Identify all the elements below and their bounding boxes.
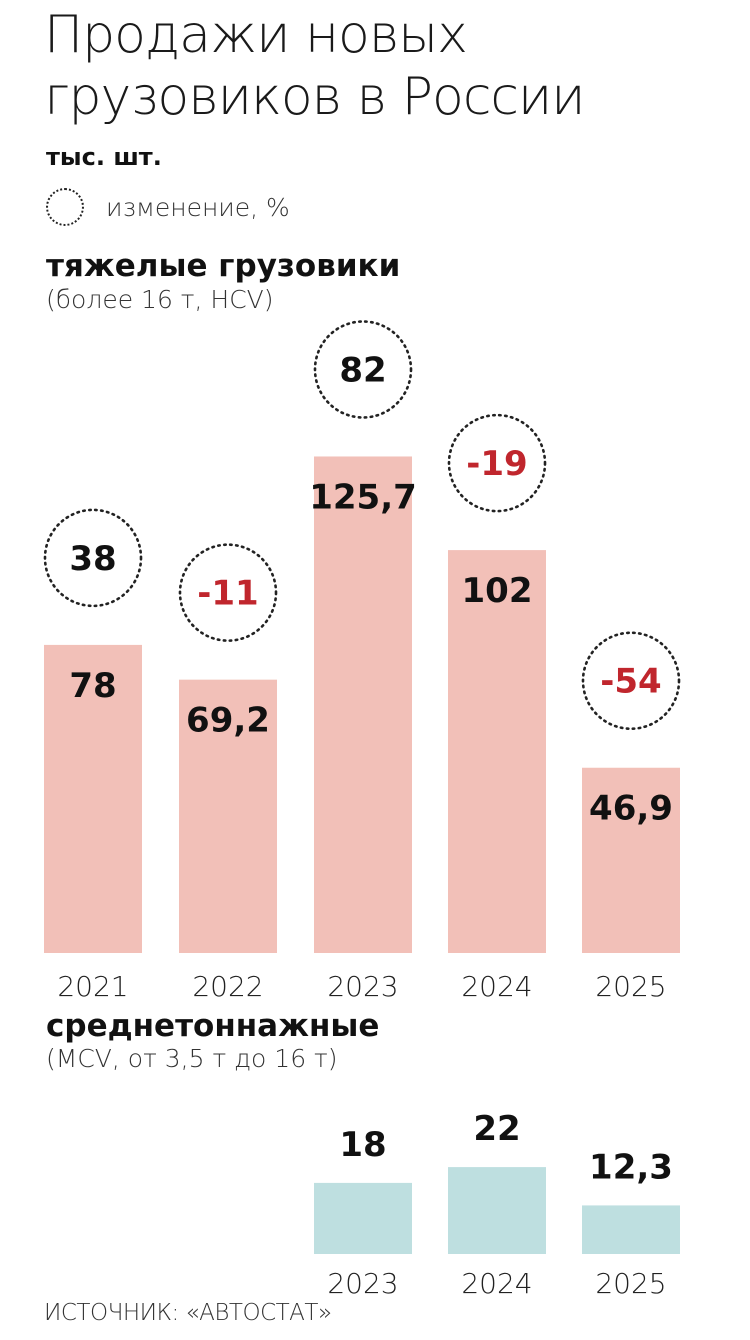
chart-title-line-2: грузовиков в России: [44, 67, 586, 127]
dotted-circle-icon: [46, 188, 84, 226]
hcv-year-label-2024: 2024: [461, 970, 532, 1003]
chart-title: Продажи новых грузовиков в России: [44, 4, 586, 128]
mcv-year-label-2023: 2023: [327, 1267, 398, 1300]
hcv-bar-2023: [314, 456, 412, 953]
mcv-value-label-2024: 22: [473, 1109, 520, 1149]
mcv-section-subtitle: (MCV, от 3,5 т до 16 т): [46, 1044, 338, 1073]
hcv-bar-2022: [179, 679, 277, 953]
mcv-year-label-2024: 2024: [461, 1267, 532, 1300]
mcv-bar-2023: [314, 1182, 412, 1254]
hcv-year-label-2021: 2021: [57, 970, 128, 1003]
change-circle-2025: [581, 631, 681, 731]
hcv-year-label-2023: 2023: [327, 970, 398, 1003]
units-label: тыс. шт.: [46, 143, 162, 171]
hcv-section-subtitle: (более 16 т, HCV): [46, 285, 274, 314]
change-circle-2021: [43, 508, 143, 608]
mcv-value-label-2023: 18: [339, 1125, 386, 1165]
mcv-bar-2025: [582, 1205, 680, 1254]
chart-title-line-1: Продажи новых: [44, 5, 468, 65]
change-circle-2024: [447, 413, 547, 513]
hcv-bar-2024: [448, 550, 546, 953]
source-note: ИСТОЧНИК: «АВТОСТАТ»: [44, 1300, 332, 1326]
mcv-year-label-2025: 2025: [595, 1267, 666, 1300]
hcv-value-label-2024: 102: [462, 571, 533, 611]
hcv-year-label-2022: 2022: [192, 970, 263, 1003]
change-label-2024: -19: [466, 444, 527, 484]
hcv-value-label-2023: 125,7: [309, 477, 417, 517]
change-label-2023: 82: [339, 350, 386, 390]
hcv-bar-2021: [44, 644, 142, 953]
hcv-year-label-2025: 2025: [595, 970, 666, 1003]
change-label-2022: -11: [197, 574, 258, 614]
legend: изменение, %: [46, 188, 290, 226]
change-label-2021: 38: [69, 539, 116, 579]
hcv-value-label-2025: 46,9: [589, 789, 673, 829]
hcv-value-label-2021: 78: [69, 666, 116, 706]
change-circle-2022: [178, 543, 278, 642]
mcv-value-label-2025: 12,3: [589, 1147, 673, 1187]
hcv-section-title: тяжелые грузовики: [46, 248, 401, 284]
hcv-bar-2025: [582, 767, 680, 953]
mcv-section-title: среднетоннажные: [46, 1008, 380, 1044]
hcv-value-label-2022: 69,2: [186, 701, 270, 741]
change-label-2025: -54: [600, 662, 661, 702]
legend-label: изменение, %: [106, 192, 290, 222]
change-circle-2023: [313, 320, 413, 419]
mcv-bar-2024: [448, 1167, 546, 1254]
